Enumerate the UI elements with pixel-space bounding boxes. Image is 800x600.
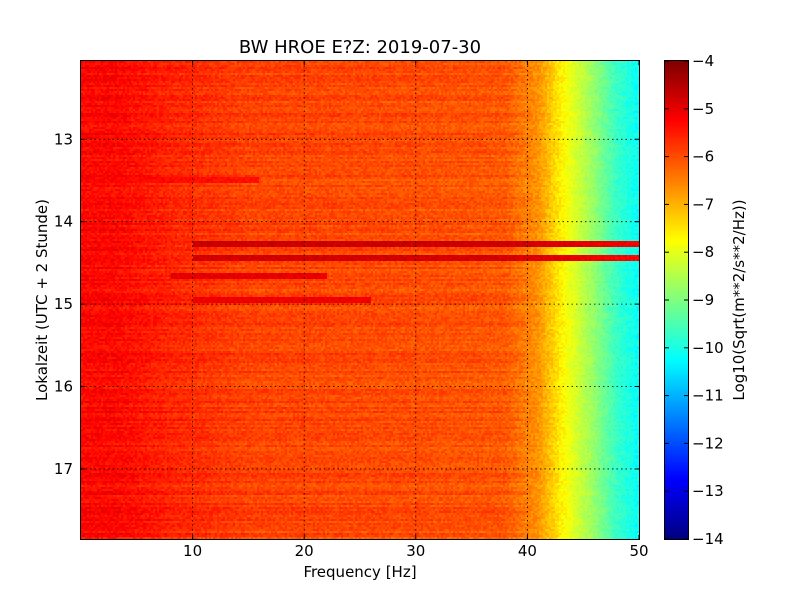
chart-title: BW HROE E?Z: 2019-07-30 <box>239 37 481 58</box>
colorbar-tick-label: −7 <box>692 195 714 213</box>
x-axis-label: Frequency [Hz] <box>303 563 416 581</box>
y-tick-label: 16 <box>54 378 73 396</box>
colorbar-label: Log10(Sqrt(m**2/s**2/Hz)) <box>730 199 748 400</box>
x-tick-label: 10 <box>183 542 202 560</box>
colorbar-tick-label: −13 <box>692 482 724 500</box>
colorbar-tick-label: −5 <box>692 100 714 118</box>
y-axis-label: Lokalzeit (UTC + 2 Stunde) <box>33 199 51 401</box>
colorbar-tick-label: −9 <box>692 291 714 309</box>
plot-frame <box>80 60 640 540</box>
colorbar-tick-label: −11 <box>692 387 724 405</box>
colorbar-tick-label: −4 <box>692 52 714 70</box>
y-tick-label: 13 <box>54 130 73 148</box>
x-tick-label: 50 <box>629 542 648 560</box>
axis-ticks: 10 20 30 40 50 13 14 15 16 17 −4 −5 −6 −7 −8 −9 −10 −11 −1… <box>54 52 724 560</box>
grid-lines <box>81 61 639 539</box>
colorbar-tick-label: −10 <box>692 339 724 357</box>
colorbar-tick-label: −14 <box>692 530 724 548</box>
colorbar-tick-label: −8 <box>692 243 714 261</box>
x-tick-label: 20 <box>295 542 314 560</box>
y-tick-label: 17 <box>54 460 73 478</box>
spectrogram-heatmap <box>81 61 639 539</box>
x-tick-label: 40 <box>518 542 537 560</box>
colorbar-tick-label: −6 <box>692 148 714 166</box>
colorbar-gradient <box>665 61 688 539</box>
y-tick-label: 15 <box>54 295 73 313</box>
colorbar-frame <box>664 60 689 540</box>
colorbar-tick-label: −12 <box>692 434 724 452</box>
x-tick-label: 30 <box>406 542 425 560</box>
y-tick-label: 14 <box>54 213 73 231</box>
